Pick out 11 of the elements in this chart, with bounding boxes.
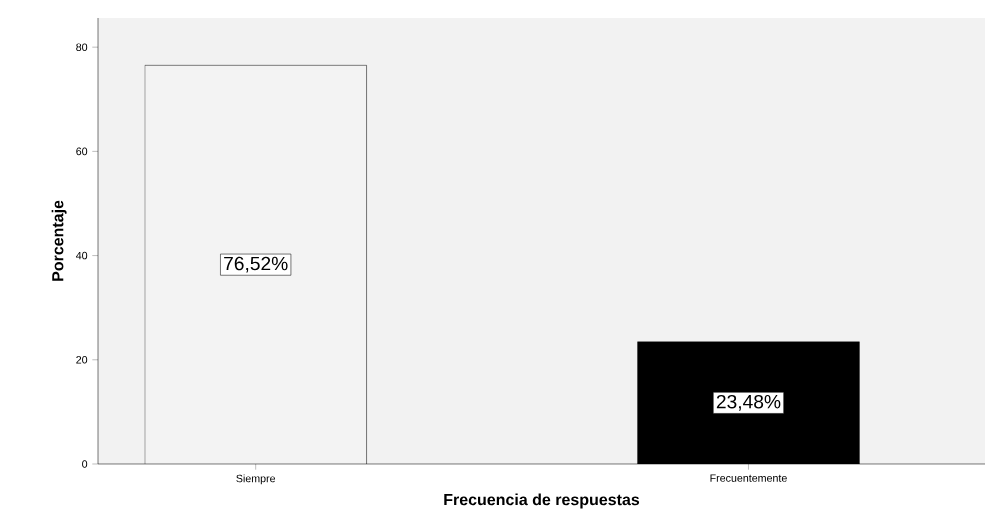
x-tick-label: Siempre [236,474,276,485]
data-label: 76,52% [224,256,288,273]
y-tick-label: 0 [82,460,88,468]
y-tick-label: 60 [76,147,88,156]
data-label: 23,48% [716,394,781,411]
y-axis-title: Porcentaje [51,200,67,281]
x-axis-title: Frecuencia de respuestas [444,493,640,509]
y-tick-label: 40 [75,251,88,260]
y-tick-label: 80 [76,43,88,51]
y-tick-label: 20 [76,356,88,364]
x-tick-label: Frecuentemente [710,474,787,482]
